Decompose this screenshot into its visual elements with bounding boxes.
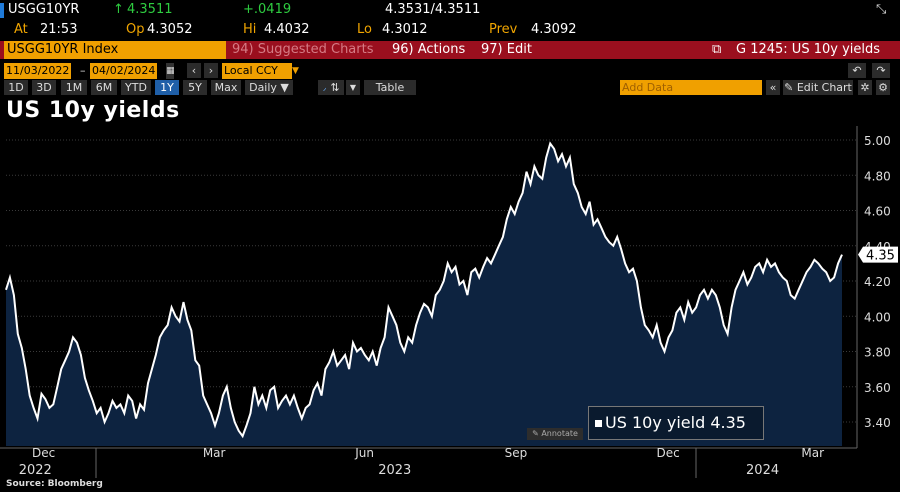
- x-tick-label: Sep: [505, 446, 528, 460]
- x-tick-label: Jun: [354, 446, 374, 460]
- year-label: 2024: [746, 463, 779, 478]
- open-value: 4.3052: [147, 22, 193, 37]
- edit-chart-button[interactable]: ✎ Edit Chart: [783, 80, 853, 95]
- range-1d[interactable]: 1D: [4, 80, 28, 95]
- y-tick-label: 3.60: [864, 381, 891, 395]
- quote-row-2: At 21:53 Op 4.3052 Hi 4.4032 Lo 4.3012 P…: [0, 20, 900, 40]
- legend-label: US 10y yield 4.35: [605, 413, 746, 432]
- up-arrow-icon: ↑: [113, 2, 124, 17]
- settings-icon[interactable]: ✲: [858, 80, 872, 95]
- gear-icon[interactable]: ⚙: [876, 80, 890, 95]
- prev-label: Prev: [489, 22, 518, 37]
- table-button[interactable]: Table: [364, 80, 416, 95]
- currency-chevron-icon[interactable]: ▼: [292, 66, 299, 76]
- expand-icon[interactable]: ⤡: [876, 2, 887, 17]
- y-tick-label: 4.60: [864, 205, 891, 219]
- x-axis: Dec Mar Jun Sep Dec Mar 2022 2023 2024: [0, 446, 857, 478]
- last-value-box: [858, 246, 898, 263]
- actions-menu[interactable]: 96) Actions: [392, 42, 466, 57]
- pencil-icon: ✎: [532, 429, 539, 438]
- page-title: US 10y yields: [6, 98, 180, 123]
- chart-type-chevron-icon[interactable]: ▼: [346, 80, 360, 95]
- y-tick-label: 4.00: [864, 310, 891, 324]
- calendar-icon[interactable]: ▦: [166, 63, 175, 79]
- y-axis: 5.004.804.604.404.204.003.803.603.40: [856, 126, 891, 448]
- last-price: 4.3511: [127, 2, 173, 17]
- last-value-marker: 4.35: [858, 246, 898, 264]
- pencil-icon: ✎: [784, 81, 794, 94]
- end-date-input[interactable]: 04/02/2024: [90, 63, 158, 79]
- range-max[interactable]: Max: [211, 80, 241, 95]
- frequency-select[interactable]: Daily ▼: [245, 80, 293, 95]
- y-tick-label: 3.80: [864, 346, 891, 360]
- edit-menu[interactable]: 97) Edit: [481, 42, 532, 57]
- currency-select[interactable]: Local CCY: [222, 63, 292, 79]
- at-label: At: [14, 22, 28, 37]
- ticker[interactable]: USGG10YR: [8, 2, 80, 17]
- range-1y[interactable]: 1Y: [155, 80, 179, 95]
- chart-id: G 1245: US 10y yields: [736, 42, 881, 57]
- collapse-icon[interactable]: «: [766, 80, 780, 95]
- range-ytd[interactable]: YTD: [121, 80, 151, 95]
- chart-type-icon[interactable]: ⇅: [326, 80, 344, 95]
- range-1m[interactable]: 1M: [61, 80, 87, 95]
- series-line: [5, 141, 843, 439]
- y-tick-label: 4.80: [864, 169, 891, 183]
- launch-icon[interactable]: ⧉: [712, 42, 722, 57]
- suggested-charts-menu[interactable]: 94) Suggested Charts: [232, 42, 374, 57]
- legend: US 10y yield 4.35: [588, 406, 764, 440]
- year-label: 2022: [19, 463, 52, 478]
- bid-ask: 4.3531/4.3511: [385, 2, 481, 17]
- legend-swatch: [595, 420, 602, 427]
- next-period-button[interactable]: ›: [204, 63, 218, 78]
- date-separator: –: [80, 64, 86, 77]
- prev-period-button[interactable]: ‹: [187, 63, 201, 78]
- y-tick-label: 4.20: [864, 275, 891, 289]
- last-value-label: 4.35: [866, 249, 895, 264]
- year-label: 2023: [378, 463, 411, 478]
- x-tick-label: Dec: [656, 446, 679, 460]
- y-tick-label: 3.40: [864, 416, 891, 430]
- range-6m[interactable]: 6M: [91, 80, 117, 95]
- edit-chart-label: Edit Chart: [796, 81, 852, 94]
- at-value: 21:53: [40, 22, 78, 37]
- x-tick-label: Mar: [801, 446, 824, 460]
- ticker-marker: [0, 3, 4, 18]
- annotate-button[interactable]: ✎ Annotate: [527, 428, 583, 440]
- quote-row-1: USGG10YR ↑ 4.3511 +.0419 4.3531/4.3511 ⤡: [0, 0, 900, 20]
- range-3d[interactable]: 3D: [32, 80, 56, 95]
- low-label: Lo: [357, 22, 372, 37]
- y-tick-label: 5.00: [864, 134, 891, 148]
- net-change: +.0419: [243, 2, 292, 17]
- redo-icon[interactable]: ↷: [872, 63, 890, 78]
- high-value: 4.4032: [264, 22, 310, 37]
- undo-icon[interactable]: ↶: [848, 63, 866, 78]
- start-date-input[interactable]: 11/03/2022: [4, 63, 72, 79]
- x-tick-label: Mar: [203, 446, 226, 460]
- source-note: Source: Bloomberg: [6, 479, 103, 489]
- annotate-label: Annotate: [541, 429, 578, 438]
- high-label: Hi: [243, 22, 257, 37]
- prev-value: 4.3092: [531, 22, 577, 37]
- series-area: [6, 143, 842, 446]
- x-tick-label: Dec: [32, 446, 55, 460]
- add-data-input[interactable]: Add Data: [620, 80, 762, 95]
- range-5y[interactable]: 5Y: [183, 80, 207, 95]
- frequency-label: Daily: [249, 81, 277, 94]
- low-value: 4.3012: [382, 22, 428, 37]
- open-label: Op: [126, 22, 145, 37]
- security-field[interactable]: USGG10YR Index: [4, 41, 226, 59]
